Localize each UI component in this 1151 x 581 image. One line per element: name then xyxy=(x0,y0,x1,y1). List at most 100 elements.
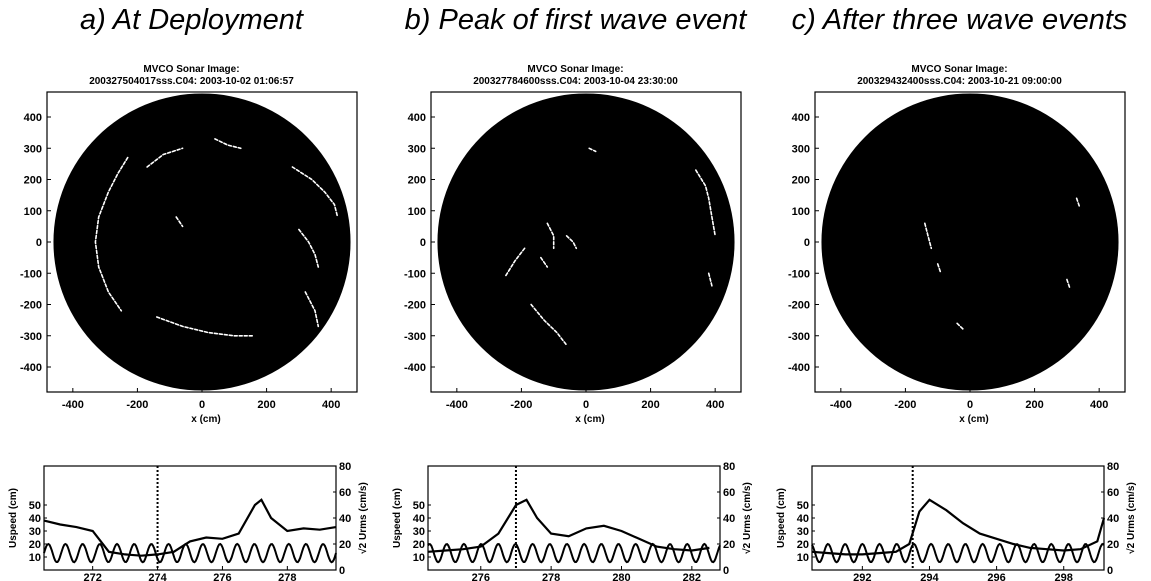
x-tick-label: 200 xyxy=(641,399,659,411)
y-right-tick-label: 40 xyxy=(1107,513,1119,525)
uspeed-series-line xyxy=(43,498,337,557)
uspeed-series-line xyxy=(811,498,1106,556)
x-tick-label: 400 xyxy=(322,399,340,411)
sonar-subtitle: 200329432400sss.C04: 2003-10-21 09:00:00 xyxy=(857,76,1062,87)
reflection-feature xyxy=(936,263,942,275)
y-left-tick-label: 10 xyxy=(797,552,809,564)
y-left-tick-label: 30 xyxy=(29,526,41,538)
y-tick-label: 200 xyxy=(792,175,810,187)
x-tick-label: 298 xyxy=(1055,572,1073,581)
y-right-tick-label: 0 xyxy=(339,565,345,577)
y-tick-label: -400 xyxy=(404,362,426,374)
y-tick-label: 200 xyxy=(24,175,42,187)
y-left-tick-label: 50 xyxy=(413,500,425,512)
y-left-axis-label: Uspeed (cm) xyxy=(8,488,19,548)
x-tick-label: 292 xyxy=(853,572,871,581)
y-right-axis-label: √2 Urms (cm/s) xyxy=(1126,482,1137,554)
y-left-tick-label: 30 xyxy=(797,526,809,538)
y-left-tick-label: 20 xyxy=(413,539,425,551)
y-tick-label: -100 xyxy=(404,268,426,280)
reflection-feature xyxy=(956,322,965,331)
panel-title: c) After three wave events xyxy=(791,4,1128,36)
panel-after-three-waves: c) After three wave events MVCO Sonar Im… xyxy=(768,0,1151,581)
reflection-feature xyxy=(291,166,339,218)
y-tick-label: -400 xyxy=(788,362,810,374)
x-tick-label: 400 xyxy=(1090,399,1108,411)
reflection-feature xyxy=(94,156,129,312)
y-right-tick-label: 80 xyxy=(723,461,735,473)
y-left-tick-label: 50 xyxy=(797,500,809,512)
timeseries-frame xyxy=(427,465,721,571)
y-right-tick-label: 80 xyxy=(1107,461,1119,473)
y-right-axis-label: √2 Urms (cm/s) xyxy=(742,482,753,554)
panel-title: a) At Deployment xyxy=(80,4,303,36)
y-right-tick-label: 80 xyxy=(339,461,351,473)
y-right-tick-label: 0 xyxy=(723,565,729,577)
sonar-header: MVCO Sonar Image: 200327784600sss.C04: 2… xyxy=(384,64,767,88)
sonar-title: MVCO Sonar Image: xyxy=(527,64,624,75)
y-tick-label: -400 xyxy=(20,362,42,374)
y-left-tick-label: 20 xyxy=(797,539,809,551)
x-tick-label: -400 xyxy=(830,399,852,411)
panel-first-wave-peak: b) Peak of first wave event MVCO Sonar I… xyxy=(384,0,767,581)
y-left-tick-label: 40 xyxy=(29,513,41,525)
x-tick-label: 276 xyxy=(472,572,490,581)
reflection-feature xyxy=(530,303,568,346)
reflection-feature xyxy=(1066,278,1071,290)
x-tick-label: 280 xyxy=(612,572,630,581)
x-tick-label: -400 xyxy=(446,399,468,411)
x-tick-label: 272 xyxy=(83,572,101,581)
y-right-tick-label: 60 xyxy=(1107,487,1119,499)
reflection-feature xyxy=(707,272,713,287)
reflection-feature xyxy=(588,147,597,153)
y-right-tick-label: 40 xyxy=(339,513,351,525)
x-tick-label: 282 xyxy=(683,572,701,581)
sonar-subtitle: 200327784600sss.C04: 2003-10-04 23:30:00 xyxy=(473,76,678,87)
y-left-tick-label: 40 xyxy=(797,513,809,525)
reflection-feature xyxy=(298,228,320,268)
y-tick-label: -300 xyxy=(20,331,42,343)
x-tick-label: -200 xyxy=(126,399,148,411)
x-tick-label: 278 xyxy=(542,572,560,581)
reflection-feature xyxy=(694,169,717,237)
reflection-feature xyxy=(565,235,578,250)
y-left-axis-label: Uspeed (cm) xyxy=(776,488,787,548)
x-tick-label: 400 xyxy=(706,399,724,411)
y-tick-label: -100 xyxy=(20,268,42,280)
x-tick-label: 0 xyxy=(583,399,589,411)
y-right-tick-label: 20 xyxy=(339,539,351,551)
reflection-feature xyxy=(1075,197,1081,209)
y-tick-label: -200 xyxy=(20,300,42,312)
urms-trace xyxy=(811,542,1105,564)
y-tick-label: 400 xyxy=(792,112,810,124)
y-tick-label: 0 xyxy=(36,237,42,249)
sonar-disk xyxy=(53,93,351,391)
y-tick-label: 0 xyxy=(804,237,810,249)
y-tick-label: -300 xyxy=(788,331,810,343)
panel-title: b) Peak of first wave event xyxy=(404,4,747,36)
x-tick-label: 200 xyxy=(257,399,275,411)
y-tick-label: 0 xyxy=(420,237,426,249)
x-tick-label: 296 xyxy=(987,572,1005,581)
sonar-subtitle: 200327504017sss.C04: 2003-10-02 01:06:57 xyxy=(89,76,294,87)
panel-deployment: a) At Deployment MVCO Sonar Image: 20032… xyxy=(0,0,383,581)
y-right-tick-label: 20 xyxy=(1107,539,1119,551)
y-tick-label: 300 xyxy=(792,143,810,155)
y-left-tick-label: 30 xyxy=(413,526,425,538)
reflection-feature xyxy=(156,316,255,337)
x-axis-label: x (cm) xyxy=(191,414,220,425)
y-left-tick-label: 50 xyxy=(29,500,41,512)
y-right-tick-label: 20 xyxy=(723,539,735,551)
urms-trace xyxy=(427,542,721,564)
y-tick-label: -200 xyxy=(404,300,426,312)
y-left-tick-label: 40 xyxy=(413,513,425,525)
sonar-disk xyxy=(821,93,1119,391)
sonar-header: MVCO Sonar Image: 200329432400sss.C04: 2… xyxy=(768,64,1151,88)
reflection-feature xyxy=(504,247,526,278)
x-tick-label: 0 xyxy=(967,399,973,411)
sonar-title: MVCO Sonar Image: xyxy=(143,64,240,75)
x-tick-label: -200 xyxy=(510,399,532,411)
